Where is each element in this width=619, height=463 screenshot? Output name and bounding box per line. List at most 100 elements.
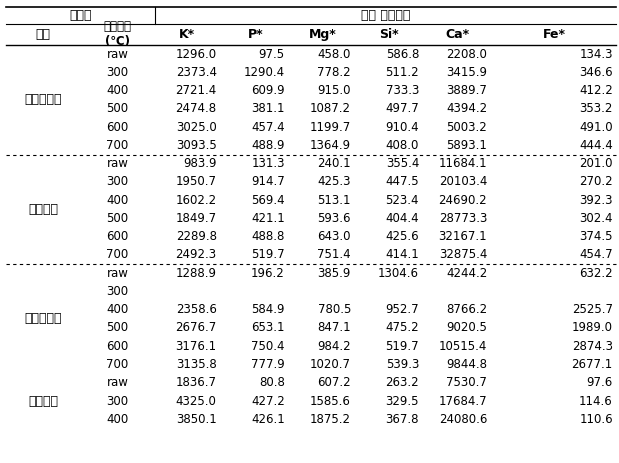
Text: 910.4: 910.4 xyxy=(386,121,419,134)
Text: 346.6: 346.6 xyxy=(579,66,613,79)
Text: 414.1: 414.1 xyxy=(385,249,419,262)
Text: 607.2: 607.2 xyxy=(318,376,351,389)
Text: 1304.6: 1304.6 xyxy=(378,267,419,280)
Text: 777.9: 777.9 xyxy=(251,358,285,371)
Text: 983.9: 983.9 xyxy=(183,157,217,170)
Text: 8766.2: 8766.2 xyxy=(446,303,487,316)
Text: 114.6: 114.6 xyxy=(579,394,613,407)
Text: 9844.8: 9844.8 xyxy=(446,358,487,371)
Text: 447.5: 447.5 xyxy=(386,175,419,188)
Text: 425.6: 425.6 xyxy=(386,230,419,243)
Text: 9020.5: 9020.5 xyxy=(446,321,487,334)
Text: 700: 700 xyxy=(106,139,129,152)
Text: 1989.0: 1989.0 xyxy=(572,321,613,334)
Text: 385.9: 385.9 xyxy=(318,267,351,280)
Text: raw: raw xyxy=(106,267,129,280)
Text: 584.9: 584.9 xyxy=(251,303,285,316)
Text: 2373.4: 2373.4 xyxy=(176,66,217,79)
Text: 329.5: 329.5 xyxy=(386,394,419,407)
Text: 778.2: 778.2 xyxy=(318,66,351,79)
Text: 600: 600 xyxy=(106,230,129,243)
Text: 2721.4: 2721.4 xyxy=(175,84,217,97)
Text: 511.2: 511.2 xyxy=(386,66,419,79)
Text: 586.8: 586.8 xyxy=(386,48,419,61)
Text: 7530.7: 7530.7 xyxy=(446,376,487,389)
Text: 134.3: 134.3 xyxy=(579,48,613,61)
Text: raw: raw xyxy=(106,48,129,61)
Text: Ca*: Ca* xyxy=(445,28,469,41)
Text: 1585.6: 1585.6 xyxy=(310,394,351,407)
Text: 400: 400 xyxy=(106,194,129,206)
Text: 984.2: 984.2 xyxy=(318,340,351,353)
Text: 300: 300 xyxy=(106,394,129,407)
Text: K*: K* xyxy=(179,28,196,41)
Text: 2474.8: 2474.8 xyxy=(176,102,217,115)
Text: 374.5: 374.5 xyxy=(579,230,613,243)
Text: 425.3: 425.3 xyxy=(318,175,351,188)
Text: 302.4: 302.4 xyxy=(579,212,613,225)
Text: 2874.3: 2874.3 xyxy=(572,340,613,353)
Text: P*: P* xyxy=(248,28,263,41)
Text: 3135.8: 3135.8 xyxy=(176,358,217,371)
Text: Mg*: Mg* xyxy=(309,28,336,41)
Text: 400: 400 xyxy=(106,84,129,97)
Text: 17684.7: 17684.7 xyxy=(438,394,487,407)
Text: 500: 500 xyxy=(106,212,129,225)
Text: 3176.1: 3176.1 xyxy=(176,340,217,353)
Text: 488.9: 488.9 xyxy=(251,139,285,152)
Text: 32875.4: 32875.4 xyxy=(439,249,487,262)
Text: Fe*: Fe* xyxy=(542,28,566,41)
Text: 392.3: 392.3 xyxy=(579,194,613,206)
Text: 381.1: 381.1 xyxy=(251,102,285,115)
Text: 426.1: 426.1 xyxy=(251,413,285,426)
Text: 475.2: 475.2 xyxy=(386,321,419,334)
Text: 421.1: 421.1 xyxy=(251,212,285,225)
Text: 750.4: 750.4 xyxy=(251,340,285,353)
Text: 408.0: 408.0 xyxy=(386,139,419,152)
Text: 97.6: 97.6 xyxy=(587,376,613,389)
Text: 110.6: 110.6 xyxy=(579,413,613,426)
Text: 2525.7: 2525.7 xyxy=(572,303,613,316)
Text: 915.0: 915.0 xyxy=(318,84,351,97)
Text: 1849.7: 1849.7 xyxy=(176,212,217,225)
Text: 513.1: 513.1 xyxy=(318,194,351,206)
Text: 소나무수피: 소나무수피 xyxy=(25,93,62,106)
Text: 201.0: 201.0 xyxy=(579,157,613,170)
Text: 10515.4: 10515.4 xyxy=(439,340,487,353)
Text: 2676.7: 2676.7 xyxy=(175,321,217,334)
Text: 497.7: 497.7 xyxy=(385,102,419,115)
Text: 1602.2: 1602.2 xyxy=(176,194,217,206)
Text: 196.2: 196.2 xyxy=(251,267,285,280)
Text: 5003.2: 5003.2 xyxy=(446,121,487,134)
Text: 539.3: 539.3 xyxy=(386,358,419,371)
Text: 412.2: 412.2 xyxy=(579,84,613,97)
Text: 500: 500 xyxy=(106,321,129,334)
Text: 32167.1: 32167.1 xyxy=(438,230,487,243)
Text: 1087.2: 1087.2 xyxy=(310,102,351,115)
Text: 700: 700 xyxy=(106,249,129,262)
Text: 2289.8: 2289.8 xyxy=(176,230,217,243)
Text: 300: 300 xyxy=(106,285,129,298)
Text: 활성탄: 활성탄 xyxy=(69,9,92,22)
Text: 400: 400 xyxy=(106,303,129,316)
Text: 458.0: 458.0 xyxy=(318,48,351,61)
Text: 240.1: 240.1 xyxy=(318,157,351,170)
Text: 4244.2: 4244.2 xyxy=(446,267,487,280)
Text: 1950.7: 1950.7 xyxy=(176,175,217,188)
Text: 500: 500 xyxy=(106,102,129,115)
Text: 751.4: 751.4 xyxy=(318,249,351,262)
Text: 952.7: 952.7 xyxy=(386,303,419,316)
Text: 653.1: 653.1 xyxy=(251,321,285,334)
Text: 97.5: 97.5 xyxy=(259,48,285,61)
Text: 11684.1: 11684.1 xyxy=(438,157,487,170)
Text: 3850.1: 3850.1 xyxy=(176,413,217,426)
Text: 편백수피: 편백수피 xyxy=(28,203,58,216)
Text: 처리온도
(℃): 처리온도 (℃) xyxy=(103,20,132,49)
Text: 367.8: 367.8 xyxy=(386,413,419,426)
Text: 404.4: 404.4 xyxy=(386,212,419,225)
Text: 1296.0: 1296.0 xyxy=(176,48,217,61)
Text: 700: 700 xyxy=(106,358,129,371)
Text: 600: 600 xyxy=(106,340,129,353)
Text: 355.4: 355.4 xyxy=(386,157,419,170)
Text: 4394.2: 4394.2 xyxy=(446,102,487,115)
